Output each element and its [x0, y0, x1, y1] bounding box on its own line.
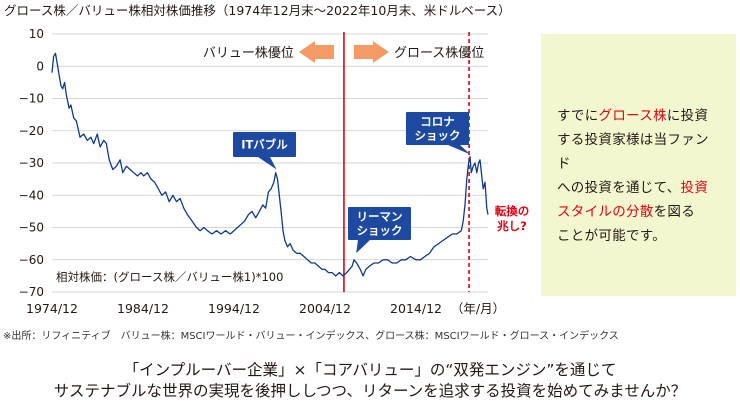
panel-text: を図る: [653, 204, 696, 220]
covid-shock-callout-label: コロナ: [420, 115, 455, 129]
relative-price-line: [51, 52, 489, 277]
covid-shock-callout-box: [406, 112, 469, 145]
it-bubble-callout-label: ITバブル: [241, 138, 288, 152]
lehman-shock-callout-label: リーマン: [357, 210, 403, 224]
panel-text: ことが可能です。: [557, 228, 667, 244]
value-dominance-label: バリュー株優位: [203, 46, 294, 61]
y-tick-label: 0: [36, 59, 44, 73]
panel-text: に投資: [666, 108, 709, 124]
series-label: 相対株価：(グロース株／バリュー株1)*100: [56, 270, 283, 284]
source-note: ※出所：リフィニティブ バリュー株：MSCIワールド・バリュー・インデックス、グ…: [3, 331, 619, 342]
it-bubble-callout-box: [233, 132, 296, 157]
chart-title: グロース株／バリュー株相対株価推移（1974年12月末〜2022年10月末、米ド…: [4, 3, 511, 18]
left-arrow-icon: [298, 41, 334, 63]
covid-shock-callout-label: ショック: [415, 129, 461, 143]
covid-shock-callout-pointer: [448, 145, 471, 155]
y-tick-label: −20: [19, 124, 44, 138]
panel-text: する投資家様は当ファンド: [557, 132, 709, 172]
x-tick-label: 2014/12: [390, 301, 442, 316]
growth-dominance-label: グロース株優位: [394, 46, 484, 61]
y-tick-label: −40: [19, 188, 44, 202]
x-tick-label: 1974/12: [26, 301, 78, 316]
it-bubble-callout-pointer: [258, 157, 277, 170]
right-arrow-icon: [353, 41, 389, 63]
turning-point-label: 転換の: [495, 204, 530, 218]
panel-highlight: スタイルの分散: [557, 204, 654, 220]
turning-point-label: 兆し?: [497, 219, 527, 233]
lehman-shock-callout-pointer: [356, 240, 370, 254]
y-tick-label: −70: [19, 285, 44, 299]
panel-text: への投資を通じて、: [557, 180, 681, 196]
panel-highlight: グロース株: [598, 108, 667, 124]
panel-highlight: 投資: [680, 180, 709, 196]
lehman-shock-callout-box: [348, 207, 411, 240]
y-tick-label: −10: [19, 92, 44, 106]
panel-text: すでに: [557, 108, 599, 124]
y-tick-label: 10: [29, 27, 44, 41]
y-tick-label: −60: [19, 253, 44, 267]
lehman-shock-callout-label: ショック: [357, 224, 403, 238]
footer-line-1: 「インプルーバー企業」×「コアバリュー」の“双発エンジン”を通じて: [123, 361, 617, 379]
x-tick-label: 2004/12: [299, 301, 351, 316]
x-tick-label: 1984/12: [117, 301, 169, 316]
x-unit-label: （年/月）: [451, 301, 505, 316]
y-tick-label: −30: [19, 156, 44, 170]
y-tick-label: −50: [19, 221, 44, 235]
footer-line-2: サステナブルな世界の実現を後押ししつつ、リターンを追求する投資を始めてみませんか…: [53, 382, 687, 400]
x-tick-label: 1994/12: [208, 301, 260, 316]
message-panel: すでにグロース株に投資 する投資家様は当ファンド への投資を通じて、投資 スタイ…: [541, 34, 736, 296]
